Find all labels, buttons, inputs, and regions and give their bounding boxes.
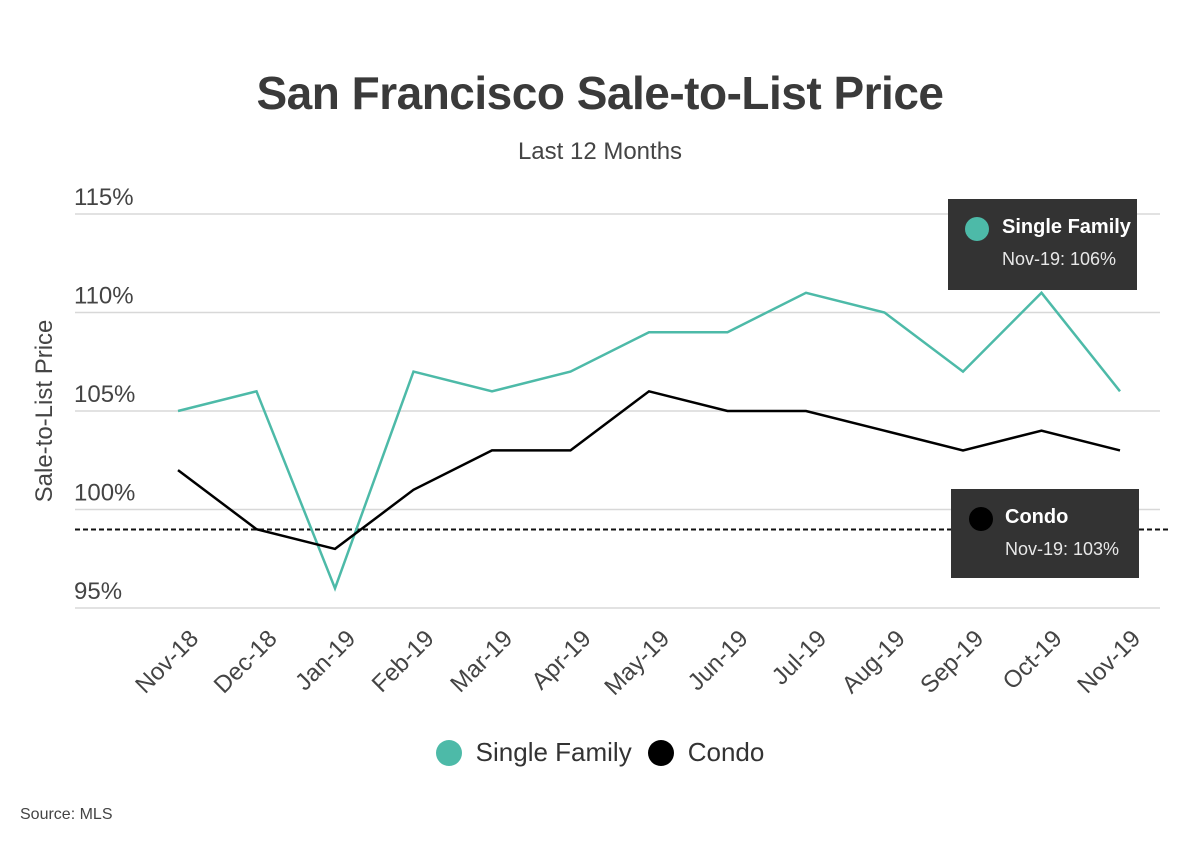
data-point-condo [882,428,888,434]
data-point-single-family [646,329,652,335]
data-point-condo [960,447,966,453]
chart-title: San Francisco Sale-to-List Price [256,67,944,119]
data-point-condo [568,447,574,453]
x-tick-labels: Nov-18 Dec-18 Jan-19 Feb-19 Mar-19 Apr-19 May-… [130,625,1146,701]
data-point-single-family [1117,388,1123,394]
data-point-single-family [960,369,966,375]
legend: Single Family Condo [0,737,1200,768]
data-point-condo [489,447,495,453]
legend-item-condo[interactable]: Condo [647,737,765,768]
x-tick-label: Dec-18 [209,625,283,699]
data-point-condo [1117,447,1123,453]
data-point-condo [803,408,809,414]
x-tick-label: Mar-19 [445,625,518,698]
x-tick-label: Jun-19 [683,625,754,696]
data-point-single-family [882,310,888,316]
x-tick-label: Aug-19 [837,625,911,699]
data-point-single-family [803,290,809,296]
single-family-callout: Single Family Nov-19: 106% [948,199,1137,290]
series-line-condo [177,389,1121,551]
legend-dot-condo [647,739,674,766]
single-family-callout-value: Nov-19: 106% [1002,249,1117,269]
y-tick-label: 95% [74,578,122,605]
data-point-single-family [411,369,417,375]
data-point-condo [175,467,181,473]
single-family-callout-dot [965,217,989,241]
data-point-condo [254,526,260,532]
condo-callout-value: Nov-19: 103% [1005,539,1120,559]
data-point-single-family [254,388,260,394]
legend-dot-single-family [435,739,462,766]
y-tick-labels: 95% 100% 105% 110% 115% [74,184,135,605]
legend-label-single-family: Single Family [475,737,632,767]
x-tick-label: Apr-19 [527,625,597,695]
data-point-single-family [1039,290,1045,296]
data-point-condo [725,408,731,414]
series-lines [175,290,1123,592]
data-point-single-family [175,408,181,414]
data-point-single-family [489,388,495,394]
data-point-condo [646,388,652,394]
x-tick-label: May-19 [599,625,675,701]
y-tick-label: 105% [74,381,135,408]
x-tick-label: Oct-19 [998,625,1068,695]
data-point-single-family [332,585,338,591]
source-note: Source: MLS [20,806,113,823]
condo-callout-dot [969,507,993,531]
x-tick-label: Feb-19 [367,625,440,698]
legend-label-condo: Condo [687,737,765,767]
data-point-single-family [725,329,731,335]
x-tick-label: Nov-19 [1072,625,1146,699]
data-point-condo [332,546,338,552]
x-tick-label: Jul-19 [767,625,832,690]
condo-callout-name: Condo [1005,506,1069,528]
y-axis-title: Sale-to-List Price [31,320,58,503]
data-point-condo [1039,428,1045,434]
legend-item-single-family[interactable]: Single Family [435,737,632,768]
y-tick-label: 100% [74,480,135,507]
x-tick-label: Nov-18 [130,625,204,699]
y-tick-label: 115% [74,184,134,211]
data-point-single-family [568,369,574,375]
x-tick-label: Jan-19 [290,625,361,696]
condo-callout: Condo Nov-19: 103% [951,489,1139,578]
x-tick-label: Sep-19 [915,625,989,699]
chart-subtitle: Last 12 Months [517,138,683,165]
series-line-single-family [177,290,1121,592]
data-point-condo [411,487,417,493]
y-tick-label: 110% [74,283,134,310]
single-family-callout-name: Single Family [1002,216,1131,238]
